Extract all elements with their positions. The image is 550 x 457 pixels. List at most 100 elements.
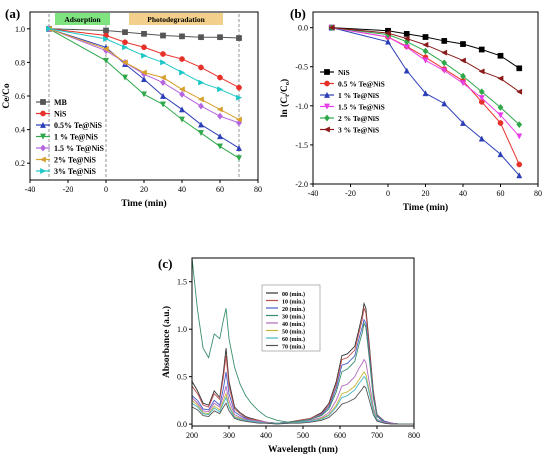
y-tick-label: 0.8 — [15, 58, 25, 67]
legend-marker — [324, 114, 330, 122]
data-point — [441, 38, 448, 44]
legend-marker — [323, 91, 331, 98]
data-point — [198, 34, 204, 41]
x-tick-label: -20 — [345, 189, 356, 198]
y-axis-label: ln (Ct/Co) — [279, 79, 291, 117]
data-point — [179, 56, 185, 62]
x-axis-label: Time (min) — [121, 198, 166, 209]
data-point — [460, 72, 466, 80]
data-point — [103, 35, 110, 42]
series-line — [191, 375, 414, 425]
photodegradation-tag — [129, 13, 223, 25]
y-tick-label: 1.0 — [15, 25, 25, 34]
panel-label: (b) — [290, 6, 306, 21]
adsorption-label: Adsorption — [64, 15, 101, 24]
x-tick-label: 0 — [104, 185, 108, 194]
legend-marker — [40, 167, 47, 175]
legend-label: 0.5 % Te@NiS — [338, 80, 385, 89]
data-point — [422, 34, 429, 40]
series-line — [191, 358, 414, 425]
y-tick-label: 1.0 — [177, 325, 187, 334]
legend-marker — [39, 121, 47, 128]
y-tick-label: 1.5 — [177, 278, 187, 287]
data-point — [216, 106, 223, 113]
data-point — [46, 25, 53, 32]
legend-label: NiS — [54, 110, 67, 119]
data-point — [328, 24, 335, 31]
legend-label: 50 (min.) — [282, 329, 305, 336]
data-point — [478, 135, 485, 142]
data-point — [140, 91, 148, 98]
data-point — [497, 52, 504, 59]
data-point — [516, 88, 523, 95]
data-point — [179, 69, 186, 76]
x-tick-label: 600 — [334, 431, 346, 440]
data-point — [422, 47, 429, 55]
series-5 — [191, 371, 414, 425]
data-point — [197, 130, 205, 137]
legend-label: 10 (min.) — [282, 299, 305, 306]
legend-marker — [324, 69, 330, 75]
legend-label: 30 (min.) — [282, 314, 305, 321]
x-tick-label: 80 — [254, 185, 262, 194]
data-point — [217, 112, 223, 120]
data-point — [478, 88, 485, 96]
y-tick-label: -0.5 — [295, 63, 308, 72]
data-point — [236, 84, 242, 91]
legend-label: 1.5 % Te@NiS — [54, 144, 104, 153]
data-point — [460, 41, 466, 47]
data-point — [121, 74, 129, 81]
data-point — [160, 51, 166, 57]
legend: 00 (min.)10 (min.)20 (min.)30 (min.)40 (… — [261, 284, 321, 352]
panel-label: (a) — [5, 6, 20, 21]
data-point — [441, 59, 448, 67]
legend-label: 3% Te@NiS — [54, 167, 96, 176]
data-point — [422, 57, 429, 64]
legend-label: 2 % Te@NiS — [338, 114, 379, 123]
x-tick-label: 80 — [534, 189, 542, 198]
phase-annotations: Adsorption Photodegradation — [48, 13, 240, 178]
legend-label: NiS — [338, 68, 350, 77]
data-point — [217, 34, 223, 41]
data-point — [160, 32, 166, 39]
data-point — [235, 144, 243, 151]
legend-marker — [324, 80, 330, 87]
data-point — [140, 69, 147, 76]
y-tick-label: 0.0 — [177, 420, 187, 429]
y-tick-label: 0.0 — [298, 24, 308, 33]
photodegradation-label: Photodegradation — [147, 15, 205, 24]
data-point — [422, 90, 429, 97]
data-point — [217, 86, 224, 93]
data-point — [516, 172, 523, 179]
x-tick-label: 500 — [297, 431, 309, 440]
data-point — [497, 75, 504, 82]
y-axis-label: Ce/Co — [2, 83, 12, 109]
chart-c: (c) 200 300 400 500 600 700 800 0.0 0.5 1.0 1.5 Wave… — [158, 256, 420, 455]
data-point — [103, 27, 109, 34]
y-axis-label: Absorbance (a.u.) — [161, 306, 172, 378]
x-tick-label: 60 — [497, 189, 505, 198]
data-point — [122, 29, 128, 36]
legend-marker — [40, 144, 46, 152]
legend-label: 00 (min.) — [282, 291, 305, 298]
data-point — [235, 116, 242, 123]
legend-marker — [39, 133, 47, 140]
data-point — [441, 67, 448, 74]
series-3 — [191, 257, 414, 425]
x-tick-label: 20 — [422, 189, 430, 198]
y-tick-label: -1.5 — [295, 141, 308, 150]
legend-label: 1 % Te@NiS — [54, 133, 98, 142]
data-point — [198, 102, 204, 110]
series-6 — [46, 25, 243, 101]
adsorption-tag — [55, 13, 110, 25]
y-tick-label: 0.2 — [15, 159, 25, 168]
data-point — [478, 68, 485, 75]
x-tick-label: 40 — [178, 185, 186, 194]
data-point — [216, 143, 224, 150]
legend-label: 2% Te@NiS — [54, 156, 96, 165]
data-point — [159, 92, 167, 99]
x-axis-label: Wavelength (nm) — [268, 444, 338, 455]
series-6 — [191, 375, 414, 425]
legend-marker — [39, 156, 46, 163]
chart-b: (b) -40 -20 0 20 40 60 80 -2.0 -1.5 -1.0 -0.5 0.0 Tim… — [279, 6, 542, 213]
